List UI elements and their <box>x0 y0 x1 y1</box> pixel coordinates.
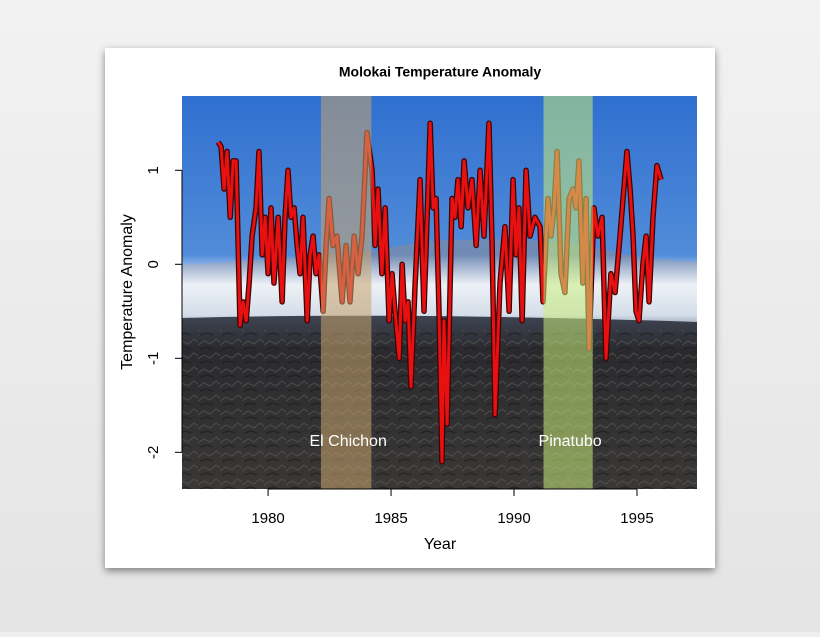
x-tick-label: 1985 <box>374 510 407 527</box>
x-tick-label: 1990 <box>497 510 530 527</box>
period-label: Pinatubo <box>539 433 602 450</box>
shaded-period <box>543 96 593 489</box>
period-label: El Chichon <box>309 433 386 450</box>
y-axis-label: Temperature Anomaly <box>119 214 136 370</box>
y-tick-label: -2 <box>145 446 162 459</box>
y-tick-label: 0 <box>145 260 162 268</box>
chart-title: Molokai Temperature Anomaly <box>339 64 541 80</box>
y-tick-label: -1 <box>145 352 162 365</box>
x-tick-label: 1980 <box>251 510 284 527</box>
x-axis-label: Year <box>424 536 457 553</box>
y-tick-label: 1 <box>145 166 162 174</box>
x-tick-label: 1995 <box>620 510 653 527</box>
shaded-period <box>320 96 372 489</box>
plot-marks: El Chichon Pinatubo <box>215 96 664 489</box>
